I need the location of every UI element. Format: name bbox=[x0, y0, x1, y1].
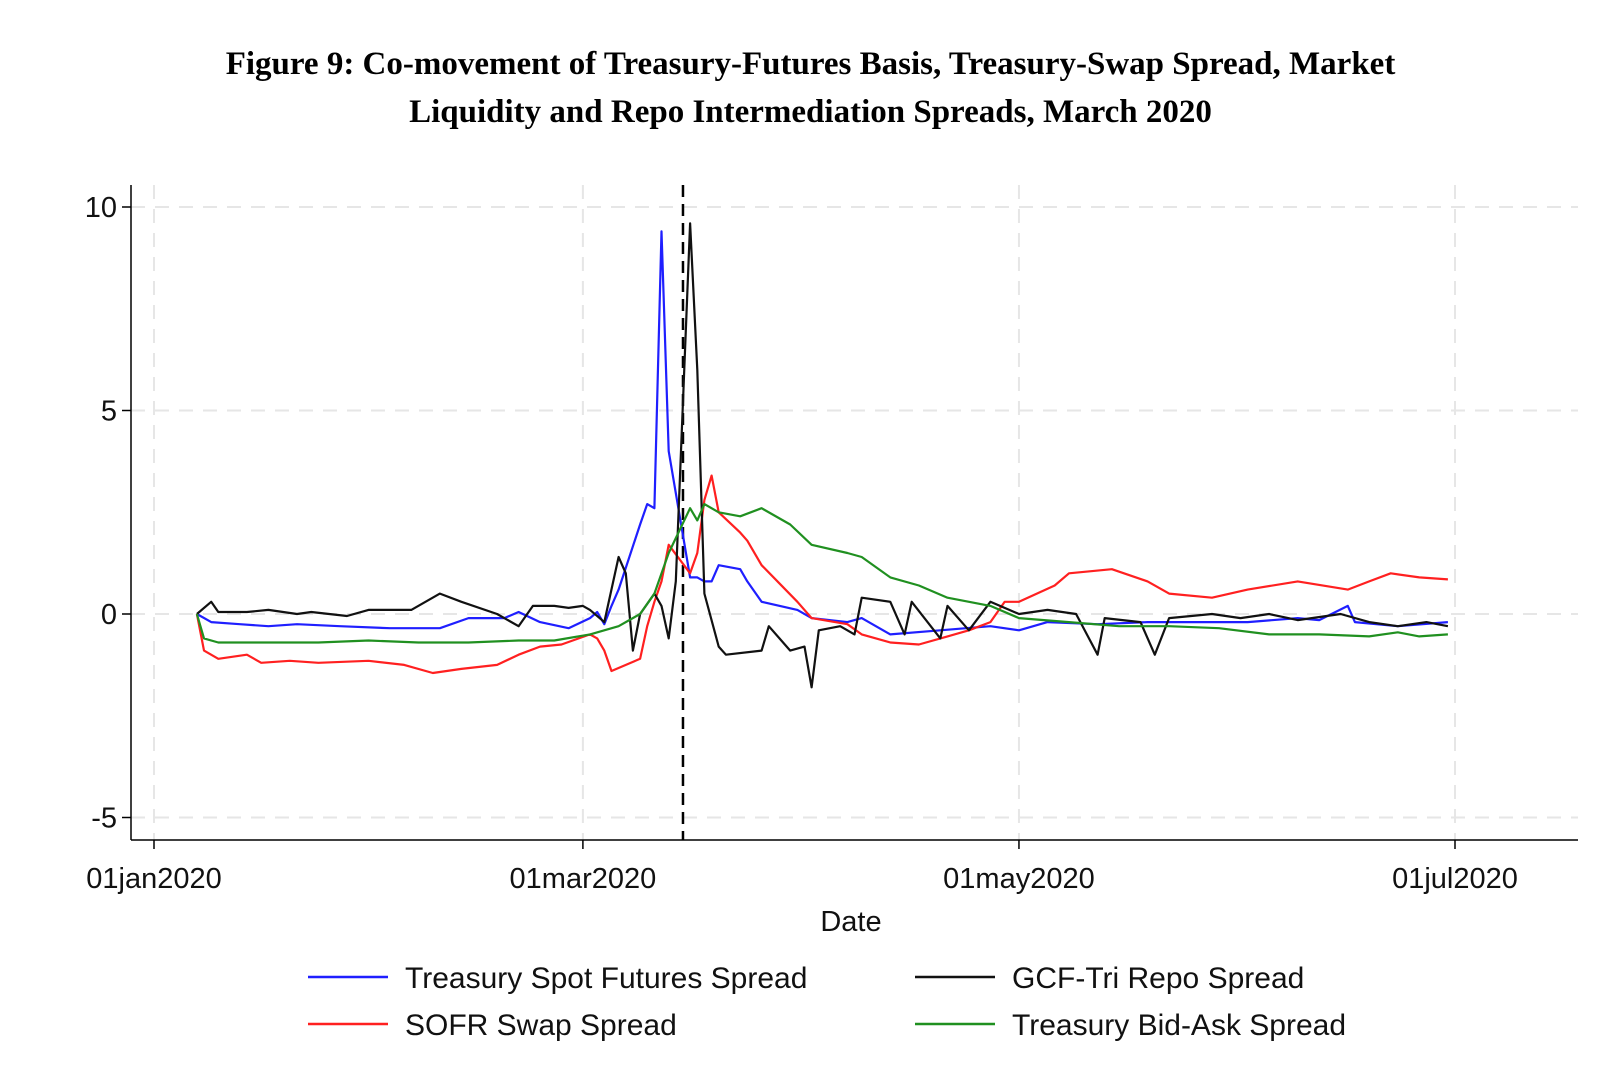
legend: Treasury Spot Futures Spread SOFR Swap Sp… bbox=[308, 962, 1346, 1042]
axes bbox=[122, 185, 1578, 849]
chart-title-line-1: Figure 9: Co-movement of Treasury-Future… bbox=[225, 46, 1396, 82]
chart-title-line-2: Liquidity and Repo Intermediation Spread… bbox=[409, 94, 1212, 130]
x-axis-title: Date bbox=[820, 906, 881, 938]
y-tick-label: -5 bbox=[91, 803, 117, 835]
legend-item-4: Treasury Bid-Ask Spread bbox=[915, 1009, 1346, 1042]
y-tick-label: 5 bbox=[101, 396, 117, 428]
legend-item-2: SOFR Swap Spread bbox=[308, 1009, 677, 1042]
tick-labels: 10 5 0 -5 01jan2020 01mar2020 01may2020 01jul20… bbox=[85, 192, 1518, 895]
series-line-2 bbox=[195, 474, 1448, 675]
series-line-1 bbox=[196, 230, 1448, 636]
y-tick-label: 0 bbox=[101, 599, 117, 631]
legend-label: Treasury Spot Futures Spread bbox=[405, 962, 807, 995]
x-tick-label: 01jan2020 bbox=[86, 863, 221, 895]
legend-item-1: Treasury Spot Futures Spread bbox=[308, 962, 807, 995]
x-tick-label: 01mar2020 bbox=[510, 863, 657, 895]
series-line-4 bbox=[195, 503, 1448, 644]
y-tick-label: 10 bbox=[85, 192, 117, 224]
x-tick-label: 01may2020 bbox=[943, 863, 1095, 895]
legend-label: GCF-Tri Repo Spread bbox=[1012, 962, 1304, 995]
chart-title: Figure 9: Co-movement of Treasury-Future… bbox=[0, 40, 1621, 136]
grid-lines bbox=[131, 185, 1578, 840]
data-series bbox=[195, 222, 1449, 689]
x-tick-label: 01jul2020 bbox=[1392, 863, 1518, 895]
legend-item-3: GCF-Tri Repo Spread bbox=[915, 962, 1304, 995]
legend-label: SOFR Swap Spread bbox=[405, 1009, 677, 1042]
legend-label: Treasury Bid-Ask Spread bbox=[1012, 1009, 1346, 1042]
series-line-3 bbox=[196, 222, 1449, 689]
